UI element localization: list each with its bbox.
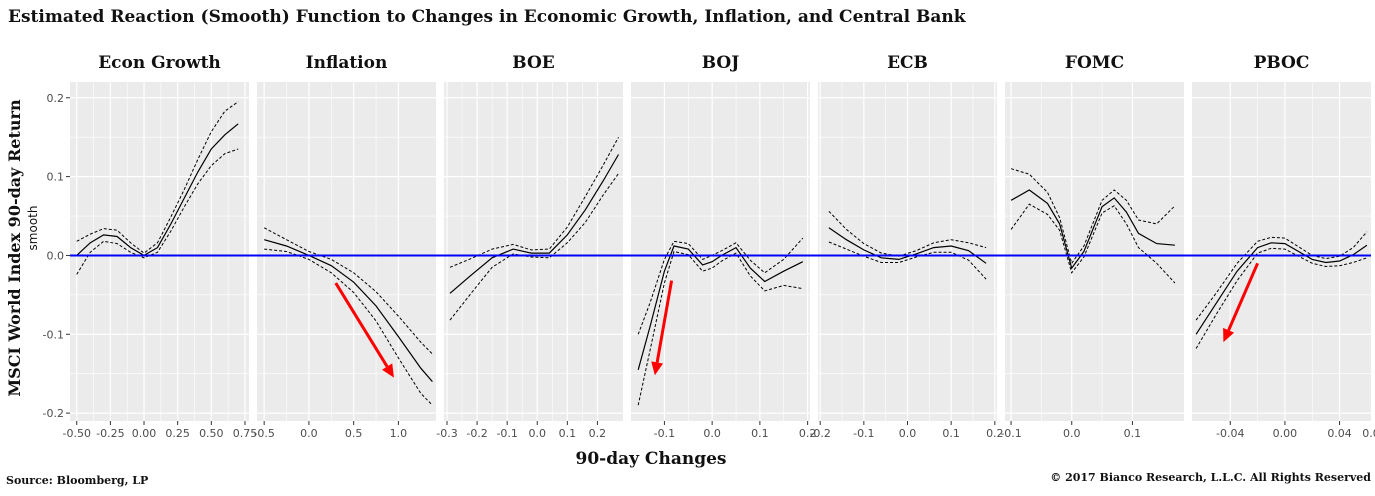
smooth-fit-line <box>76 123 239 257</box>
annotation-arrows <box>334 262 1259 378</box>
x-tick-label: 0.5 <box>345 427 363 440</box>
x-tick-label: 0.2 <box>589 427 607 440</box>
x-tick-label: 0.00 <box>1273 427 1298 440</box>
x-tick-label: 0.0 <box>300 427 318 440</box>
x-tick-label: 0.1 <box>942 427 960 440</box>
x-tick-label: -0.5 <box>253 427 274 440</box>
x-tick-label: 0.00 <box>132 427 157 440</box>
upper-band-line <box>76 101 239 254</box>
x-tick-label: -0.04 <box>1216 427 1244 440</box>
x-tick-label: 0.04 <box>1327 427 1352 440</box>
panel-boj: -0.1 0.0 0.1 0.2 BOJ <box>631 53 816 440</box>
x-tick-label: 0.0 <box>703 427 721 440</box>
y-axis: -0.2 -0.1 0.0 0.1 0.2 <box>43 92 70 420</box>
arrow-head <box>651 361 664 376</box>
panel-background <box>257 82 436 421</box>
panel-title: Inflation <box>306 53 388 73</box>
upper-band-line <box>828 210 987 257</box>
x-tick-label: -0.1 <box>496 427 517 440</box>
x-tick-label: -0.3 <box>436 427 457 440</box>
smooth-fit-line <box>264 239 433 382</box>
panel-title: BOE <box>512 53 554 73</box>
smooth-fit-line <box>637 245 804 370</box>
x-tick-label: -0.50 <box>62 427 90 440</box>
chart-title: Estimated Reaction (Smooth) Function to … <box>8 7 967 27</box>
x-tick-label: -0.1 <box>654 427 675 440</box>
x-tick-label: -0.25 <box>96 427 124 440</box>
upper-band-line <box>263 227 433 355</box>
lower-band-line <box>1010 203 1176 284</box>
y-axis-label: MSCI World Index 90-day Return <box>5 99 24 397</box>
panel-background <box>444 82 623 421</box>
x-axis-label: 90-day Changes <box>576 449 727 469</box>
arrow-shaft <box>1227 262 1259 331</box>
y-tick-label: -0.1 <box>43 328 64 341</box>
panel-title: FOMC <box>1065 53 1124 73</box>
panel-title: Econ Growth <box>98 53 221 73</box>
y-tick-label: -0.2 <box>43 407 64 420</box>
panel-title: BOJ <box>702 53 740 73</box>
x-tick-label: 0.25 <box>165 427 190 440</box>
x-tick-label: 0.0 <box>529 427 547 440</box>
x-tick-label: 0.0 <box>899 427 917 440</box>
upper-band-line <box>1010 168 1176 265</box>
lower-band-line <box>449 173 619 321</box>
y-axis-sublabel: smooth <box>26 206 40 251</box>
panel-inflation: -0.5 0.0 0.5 1.0 Inflation <box>253 53 436 440</box>
y-tick-label: 0.0 <box>47 249 65 262</box>
smooth-fit-line <box>1010 189 1175 270</box>
panel-pboc: -0.04 0.00 0.04 0.0 PBOC <box>1192 53 1375 440</box>
x-tick-label: -0.2 <box>466 427 487 440</box>
smooth-fit-line <box>1195 242 1368 335</box>
source-note: Source: Bloomberg, LP <box>6 474 148 487</box>
x-tick-label: 0.2 <box>986 427 1004 440</box>
x-tick-label: -0.2 <box>809 427 830 440</box>
panel-econ-growth: -0.50 -0.25 0.00 0.25 0.50 0.75 Econ Growth <box>62 53 257 440</box>
smooth-fit-line <box>449 154 620 294</box>
lower-band-line <box>1195 247 1368 349</box>
arrow-shaft <box>334 282 389 368</box>
arrow-head <box>1223 327 1235 343</box>
y-tick-label: 0.2 <box>47 92 65 105</box>
y-tick-label: 0.1 <box>47 171 65 184</box>
panel-boe: -0.3 -0.2 -0.1 0.0 0.1 0.2 BOE <box>436 53 623 440</box>
x-tick-label: 0.75 <box>233 427 258 440</box>
panel-ecb: -0.2 -0.1 0.0 0.1 0.2 ECB <box>809 53 1003 440</box>
arrow-shaft <box>655 280 674 363</box>
lower-band-line <box>76 148 239 275</box>
panel-background <box>1192 82 1371 421</box>
lower-band-line <box>637 250 803 406</box>
upper-band-line <box>449 136 619 268</box>
x-tick-label: 0.0 <box>1362 427 1375 440</box>
copyright-note: © 2017 Bianco Research, L.L.C. All Right… <box>1050 471 1371 484</box>
x-tick-label: -0.1 <box>1000 427 1021 440</box>
x-tick-label: -0.1 <box>853 427 874 440</box>
x-tick-label: 0.50 <box>199 427 224 440</box>
x-tick-label: 0.1 <box>559 427 577 440</box>
x-tick-label: 0.2 <box>799 427 817 440</box>
x-tick-label: 0.1 <box>751 427 769 440</box>
panel-title: ECB <box>887 53 928 73</box>
panel-background <box>70 82 249 421</box>
x-tick-label: 1.0 <box>390 427 408 440</box>
x-tick-label: 0.1 <box>1124 427 1142 440</box>
panel-background <box>1005 82 1184 421</box>
smooth-fit-line <box>828 227 987 264</box>
arrow-head <box>382 363 394 378</box>
panel-title: PBOC <box>1254 53 1310 73</box>
lower-band-line <box>264 248 433 406</box>
x-tick-label: 0.0 <box>1063 427 1081 440</box>
panel-fomc: -0.1 0.0 0.1 FOMC <box>1000 53 1184 440</box>
